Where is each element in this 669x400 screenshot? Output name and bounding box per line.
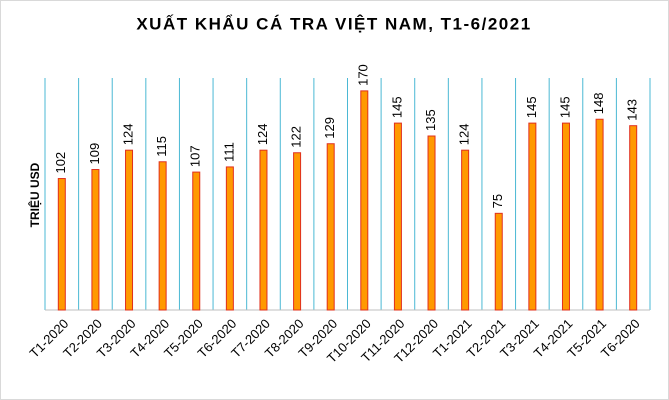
data-label: 124 [120, 123, 135, 145]
data-label: 145 [524, 96, 539, 118]
bar [293, 152, 302, 311]
bar [427, 135, 436, 311]
bar [360, 90, 369, 311]
data-label: 124 [457, 123, 472, 145]
data-label: 124 [255, 123, 270, 145]
bar [192, 171, 201, 311]
y-axis-label: TRIỆU USD [27, 162, 42, 227]
bar [91, 169, 100, 311]
data-label: 122 [289, 126, 304, 148]
data-label: 145 [389, 96, 404, 118]
bar [494, 212, 503, 311]
data-label: 102 [53, 152, 68, 174]
bar [461, 149, 470, 311]
bar [57, 178, 66, 311]
bar [158, 161, 167, 311]
bar [595, 118, 604, 311]
bar [393, 122, 402, 311]
chart-title: XUẤT KHẨU CÁ TRA VIỆT NAM, T1-6/2021 [136, 14, 531, 33]
data-label: 129 [322, 117, 337, 139]
data-label: 143 [625, 99, 640, 121]
data-label: 107 [188, 145, 203, 167]
data-label: 135 [423, 109, 438, 131]
data-label: 145 [557, 96, 572, 118]
data-label: 75 [490, 194, 505, 208]
bar [326, 143, 335, 311]
data-label: 170 [356, 64, 371, 86]
bar [225, 166, 234, 311]
data-label: 115 [154, 136, 169, 157]
bar [259, 149, 268, 311]
bar [561, 122, 570, 311]
bar [125, 149, 134, 311]
bar [629, 125, 638, 311]
data-label: 111 [221, 142, 236, 162]
bar [528, 122, 537, 311]
data-label: 148 [591, 93, 606, 115]
data-label: 109 [87, 143, 102, 165]
